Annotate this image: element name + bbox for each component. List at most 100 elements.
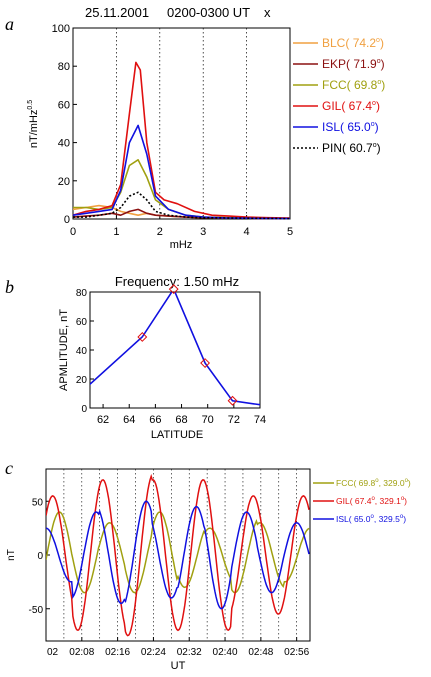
panel-b-xtick-68: 68: [175, 414, 187, 426]
panel-c-ticks: 02 02:08 02:16 02:24 02:32 02:40 02:48 02:56 -50…: [29, 497, 310, 658]
legend-c-name: ISL(: [336, 514, 354, 524]
legend-close: ): [381, 57, 385, 71]
legend-c-close: ): [403, 514, 406, 524]
legend-degree: o: [371, 121, 375, 128]
panel-a-xtick-1: 1: [113, 226, 119, 238]
legend-close: ): [380, 36, 384, 50]
legend-lat: 69.8: [354, 78, 378, 92]
panel-c-xtick-0: 02: [47, 647, 59, 658]
panel-c-xtick-7: 02:56: [284, 647, 309, 658]
panel-a-series-pin: [73, 191, 291, 220]
panel-a-series: [72, 61, 291, 220]
panel-b-letter: b: [5, 277, 14, 297]
panel-b-xtick-64: 64: [123, 414, 135, 426]
panel-b-xtick-66: 66: [149, 414, 161, 426]
legend-c-degree1: o: [371, 514, 375, 520]
legend-c-name: GIL(: [336, 496, 355, 506]
panel-c-series: [46, 473, 310, 637]
legend-label-fcc: FCC( 69.8o): [322, 78, 385, 92]
legend-c-close: ): [408, 478, 411, 488]
panel-a-ylabel-base: nT/mHz: [28, 110, 40, 149]
panel-c-ylabel: nT: [6, 549, 17, 561]
panel-b-series: [90, 284, 260, 406]
panel-a-title-time: 0200-0300 UT: [167, 5, 250, 20]
legend-degree: o: [377, 79, 381, 86]
legend-close: ): [381, 78, 385, 92]
legend-label-blc: BLC( 74.2o): [322, 36, 384, 50]
legend-name: FCC(: [322, 78, 354, 92]
panel-c-xtick-2: 02:16: [105, 647, 130, 658]
panel-a-ylabel-group: nT/mHz0.5: [27, 100, 40, 148]
legend-lat: 65.0: [347, 120, 371, 134]
panel-b-ytick-80: 80: [76, 288, 88, 299]
panel-b-ytick-60: 60: [76, 317, 88, 328]
panel-c-xtick-3: 02:24: [141, 647, 166, 658]
panel-a-title-mark: x: [264, 5, 271, 20]
panel-b-ytick-40: 40: [76, 346, 88, 357]
panel-a-xtick-2: 2: [157, 226, 163, 238]
panel-b-xlabel: LATITUDE: [151, 429, 203, 441]
legend-label-isl: ISL( 65.0o): [322, 120, 379, 134]
panel-c-frame: [45, 468, 311, 642]
legend-c-sep: ,: [374, 514, 379, 524]
legend-c-lat: 65.0: [354, 514, 371, 524]
panel-b-point-1: [137, 332, 148, 342]
legend-close: ): [377, 141, 381, 155]
panel-c-legend: FCC( 69.8o, 329.0o)GIL( 67.4o, 329.1o)IS…: [313, 478, 411, 524]
legend-c-lat: 69.8: [359, 478, 376, 488]
panel-c-series-fcc: [46, 511, 310, 594]
legend-c-degree2: o: [400, 514, 404, 520]
legend-name: EKP(: [322, 57, 353, 71]
panel-b-point-4: [227, 395, 238, 406]
legend-label-pin: PIN( 60.7o): [322, 141, 381, 155]
panel-a-series-isl: [72, 124, 291, 220]
panel-a-title-date: 25.11.2001: [85, 5, 149, 20]
panel-b-xtick-72: 72: [228, 414, 240, 426]
legend-name: PIN(: [322, 141, 349, 155]
panel-a-xtick-5: 5: [287, 226, 293, 238]
legend-degree: o: [377, 58, 381, 65]
panel-c: c 02 02:08 02:16 02:24 02:32 02:40 02:48 02:56 -…: [5, 458, 411, 672]
legend-c-degree2: o: [401, 496, 405, 502]
panel-b-xtick-70: 70: [202, 414, 214, 426]
panel-c-series-isl: [46, 500, 310, 610]
legend-degree: o: [373, 142, 377, 149]
panel-a-ytick-0: 0: [64, 214, 70, 226]
legend-c-lon: 329.0: [383, 478, 405, 488]
panel-a-ytick-100: 100: [52, 23, 70, 35]
legend-c-label-fcc: FCC( 69.8o, 329.0o): [336, 478, 411, 488]
panel-a-ylabel-sup: 0.5: [27, 100, 34, 110]
panel-a-xlabel: mHz: [170, 239, 193, 251]
panel-c-series-gil: [46, 473, 310, 637]
panel-c-ytick-0: 0: [37, 551, 43, 562]
panel-c-xlabel: UT: [171, 660, 186, 672]
panel-a-xtick-3: 3: [200, 226, 206, 238]
panel-b-point-3: [200, 358, 211, 368]
panel-a-legend: BLC( 74.2o)EKP( 71.9o)FCC( 69.8o)GIL( 67…: [293, 36, 385, 155]
legend-c-sep: ,: [379, 478, 384, 488]
panel-b-ticks: 62 64 66 68 70 72 74 0 20 40 60 80: [76, 288, 266, 426]
legend-c-lat: 67.4: [355, 496, 372, 506]
legend-c-sep: ,: [375, 496, 380, 506]
panel-a-xtick-0: 0: [70, 226, 76, 238]
panel-c-xtick-4: 02:32: [177, 647, 202, 658]
legend-lat: 71.9: [353, 57, 377, 71]
panel-a: a 25.11.2001 0200-0300 UT x 0 1 2 3 4 5 0 20 40 6…: [5, 5, 385, 251]
legend-name: ISL(: [322, 120, 347, 134]
panel-b: b Frequency: 1.50 mHz 62 64 66 68 70 72 74 0 20 4…: [5, 274, 266, 441]
panel-c-ytick-50: 50: [32, 497, 44, 508]
panel-b-xtick-74: 74: [254, 414, 266, 426]
legend-degree: o: [376, 37, 380, 44]
legend-label-ekp: EKP( 71.9o): [322, 57, 385, 71]
legend-label-gil: GIL( 67.4o): [322, 99, 380, 113]
legend-lat: 60.7: [349, 141, 373, 155]
panel-a-ytick-80: 80: [58, 61, 70, 73]
panel-a-letter: a: [5, 14, 14, 34]
panel-a-ytick-20: 20: [58, 176, 70, 188]
panel-a-xtick-4: 4: [244, 226, 250, 238]
panel-a-grid: [116, 28, 247, 219]
legend-c-degree1: o: [371, 496, 375, 502]
panel-b-xtick-62: 62: [97, 414, 109, 426]
legend-c-lon: 329.5: [379, 514, 401, 524]
